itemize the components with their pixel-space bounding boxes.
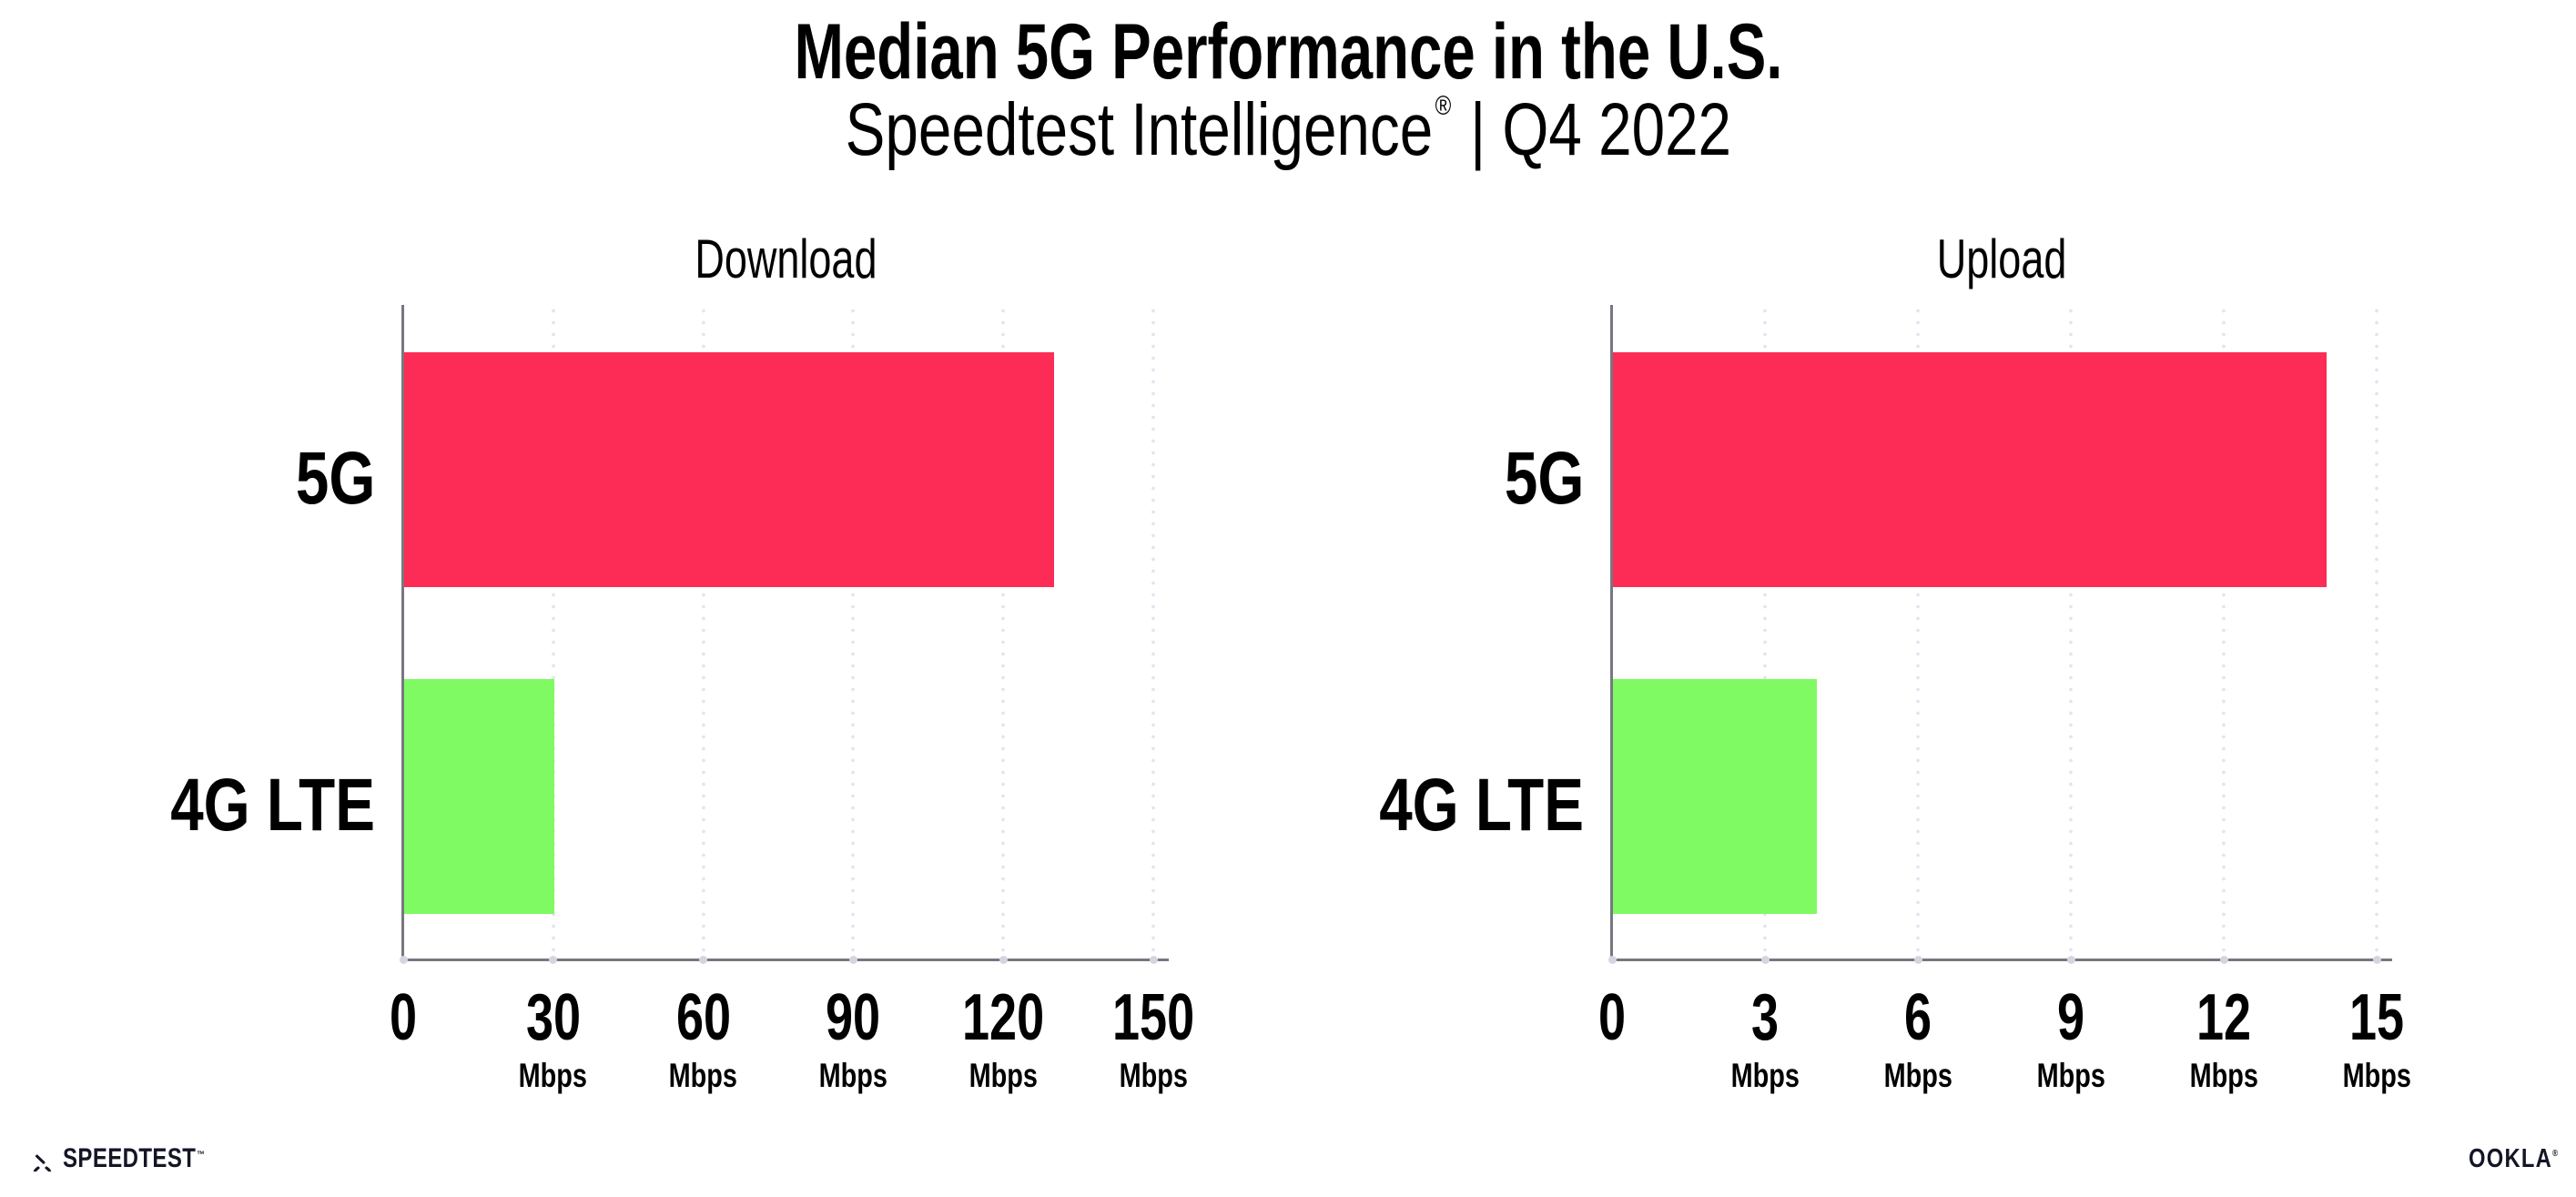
gridline-upload-3 [1763,305,1767,959]
x-tick-label-download-120: 120 Mbps [912,985,1094,1092]
upload-chart-title: Upload [1937,228,2067,289]
speedtest-gauge-icon [30,1147,55,1172]
x-axis-download [401,959,1169,961]
axis-tick-dot-upload-0 [1607,955,1617,964]
gridline-download-90 [851,305,856,959]
x-tick-label-upload-6: 6 Mbps [1827,985,2009,1092]
x-tick-unit: Mbps [668,1057,738,1094]
x-tick-unit: Mbps [519,1057,588,1094]
x-tick-value: 9 [2056,981,2085,1054]
x-axis-upload [1610,959,2392,961]
ookla-wordmark: OOKLA [2469,1144,2553,1173]
x-tick-label-upload-9: 9 Mbps [1980,985,2162,1092]
x-tick-value: 6 [1903,981,1932,1054]
x-tick-label-download-0: 0 [312,985,494,1050]
x-tick-unit: Mbps [1730,1057,1800,1094]
x-tick-label-upload-12: 12 Mbps [2133,985,2315,1092]
x-tick-label-download-30: 30 Mbps [462,985,644,1092]
gridline-download-120 [1001,305,1006,959]
x-tick-value: 3 [1750,981,1780,1054]
download-chart-title: Download [695,228,877,289]
gridline-download-60 [701,305,705,959]
axis-tick-dot-upload-9 [2066,955,2075,964]
x-tick-unit: Mbps [2036,1057,2105,1094]
x-tick-label-upload-15: 15 Mbps [2286,985,2468,1092]
bar-4g-lte-download [404,679,554,914]
registered-mark: ® [1435,91,1451,121]
speedtest-logo: SPEEDTEST™ [30,1141,240,1177]
axis-tick-dot-download-30 [549,955,558,964]
ookla-logo: OOKLA® [2469,1144,2558,1174]
category-label-5g-download: 5G [295,437,375,520]
x-tick-value: 30 [525,981,581,1054]
x-tick-unit: Mbps [1883,1057,1952,1094]
x-tick-unit: Mbps [969,1057,1038,1094]
x-tick-label-download-90: 90 Mbps [762,985,944,1092]
x-tick-value: 150 [1111,981,1195,1054]
axis-tick-dot-upload-12 [2219,955,2228,964]
x-tick-value: 15 [2348,981,2405,1054]
speedtest-wordmark: SPEEDTEST™ [63,1143,206,1173]
y-axis-download [401,305,404,959]
x-tick-unit: Mbps [818,1057,888,1094]
trademark-mark: ™ [197,1150,206,1161]
gridline-download-150 [1151,305,1155,959]
axis-tick-dot-upload-3 [1760,955,1770,964]
gridline-download-30 [551,305,555,959]
x-tick-label-download-60: 60 Mbps [613,985,795,1092]
subtitle-brand: Speedtest Intelligence [845,88,1433,171]
x-tick-value: 90 [826,981,881,1054]
x-tick-value: 60 [675,981,731,1054]
page-subtitle: Speedtest Intelligence® | Q4 2022 [0,87,2576,173]
gridline-upload-15 [2375,305,2378,959]
x-tick-value: 0 [389,981,418,1054]
axis-tick-dot-download-150 [1149,955,1158,964]
x-tick-value: 120 [962,981,1045,1054]
gridline-upload-12 [2222,305,2226,959]
ookla-registered-mark: ® [2552,1149,2559,1159]
x-tick-unit: Mbps [2342,1057,2411,1094]
bar-4g-lte-upload [1613,679,1817,914]
bar-5g-download [404,352,1055,587]
axis-tick-dot-upload-15 [2372,955,2381,964]
category-label-5g-upload: 5G [1504,437,1584,520]
axis-tick-dot-upload-6 [1913,955,1922,964]
category-label-4g-lte-upload: 4G LTE [1379,764,1584,847]
x-tick-value: 12 [2196,981,2252,1054]
x-tick-value: 0 [1597,981,1627,1054]
axis-tick-dot-download-60 [699,955,708,964]
axis-tick-dot-download-0 [399,955,408,964]
axis-tick-dot-download-120 [999,955,1008,964]
x-tick-unit: Mbps [2189,1057,2258,1094]
gridline-upload-9 [2069,305,2073,959]
x-tick-label-download-150: 150 Mbps [1062,985,1244,1092]
x-tick-label-upload-3: 3 Mbps [1674,985,1856,1092]
gridline-upload-6 [1916,305,1920,959]
category-label-4g-lte-download: 4G LTE [170,764,375,847]
x-tick-unit: Mbps [1119,1057,1188,1094]
page-title: Median 5G Performance in the U.S. [794,8,1782,96]
subtitle-period: | Q4 2022 [1469,88,1731,171]
bar-5g-upload [1613,352,2327,587]
x-tick-label-upload-0: 0 [1521,985,1703,1050]
axis-tick-dot-download-90 [848,955,857,964]
y-axis-upload [1610,305,1613,959]
